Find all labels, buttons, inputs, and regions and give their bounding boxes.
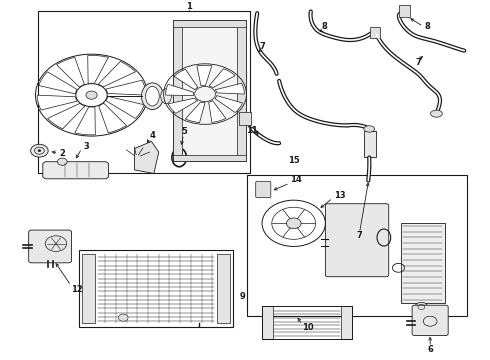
Bar [399,5,410,17]
Ellipse shape [431,110,442,117]
Bar [173,21,182,161]
Ellipse shape [161,89,171,104]
FancyBboxPatch shape [256,181,271,198]
Text: 13: 13 [334,191,346,200]
Text: 9: 9 [240,292,245,301]
Text: 7: 7 [415,58,421,67]
Ellipse shape [146,86,159,106]
Polygon shape [106,80,146,95]
Polygon shape [48,103,85,129]
Text: 7: 7 [357,230,363,239]
Bar [365,131,376,157]
Bar [262,306,273,339]
Polygon shape [215,83,245,94]
Polygon shape [56,57,84,87]
Bar [262,306,352,339]
Text: 2: 2 [59,149,65,158]
Circle shape [38,150,41,152]
Polygon shape [106,96,144,118]
Polygon shape [215,95,243,113]
Ellipse shape [142,83,163,109]
Polygon shape [39,72,77,94]
Bar [173,154,246,161]
Text: 7: 7 [259,42,265,51]
Polygon shape [197,65,212,86]
Bar [217,253,230,323]
Text: 4: 4 [149,131,155,140]
Polygon shape [209,101,226,122]
Bar [401,223,445,303]
Text: 15: 15 [288,156,299,165]
Polygon shape [174,69,198,90]
Text: 10: 10 [302,323,314,332]
Bar [173,21,246,27]
Circle shape [30,144,48,157]
Bar [82,253,96,323]
Text: 8: 8 [425,22,431,31]
Bar [239,112,251,125]
Polygon shape [98,103,126,133]
Text: 6: 6 [427,345,433,354]
Text: 1: 1 [186,2,192,11]
Circle shape [415,302,428,312]
FancyBboxPatch shape [325,204,389,277]
Bar [237,21,246,161]
Circle shape [118,314,128,321]
Bar [342,306,352,339]
Bar [38,12,250,174]
Text: 14: 14 [290,175,302,184]
Bar [173,21,246,161]
Bar [79,250,233,327]
FancyBboxPatch shape [412,305,448,336]
Circle shape [57,158,67,165]
Polygon shape [168,98,197,113]
Circle shape [86,91,97,99]
Ellipse shape [364,126,374,132]
Polygon shape [185,102,205,122]
Text: 8: 8 [321,22,327,31]
Polygon shape [88,55,108,84]
Polygon shape [43,162,109,179]
Polygon shape [37,95,77,110]
Text: 3: 3 [84,141,90,150]
FancyBboxPatch shape [29,230,72,263]
Bar [247,175,466,316]
Polygon shape [209,69,235,87]
Polygon shape [134,141,159,174]
Polygon shape [75,107,96,135]
Polygon shape [166,84,194,95]
Text: 11: 11 [246,126,258,135]
Text: 5: 5 [181,127,187,136]
Circle shape [287,218,301,229]
Polygon shape [98,62,136,87]
Text: 12: 12 [71,285,83,294]
Bar [370,27,380,38]
